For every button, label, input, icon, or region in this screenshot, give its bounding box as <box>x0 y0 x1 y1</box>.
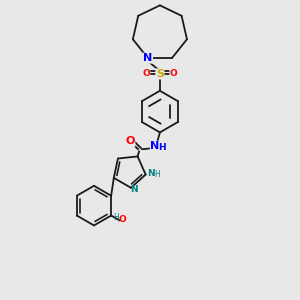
Text: H: H <box>155 170 161 179</box>
Text: O: O <box>170 69 178 78</box>
Text: O: O <box>125 136 135 146</box>
Text: N: N <box>147 169 154 178</box>
Text: O: O <box>142 69 150 78</box>
Text: H: H <box>113 213 118 222</box>
Text: N: N <box>150 141 160 151</box>
Text: N: N <box>130 185 138 194</box>
Text: O: O <box>119 215 127 224</box>
Text: N: N <box>143 53 152 63</box>
Text: S: S <box>156 69 164 79</box>
Text: H: H <box>158 143 166 152</box>
